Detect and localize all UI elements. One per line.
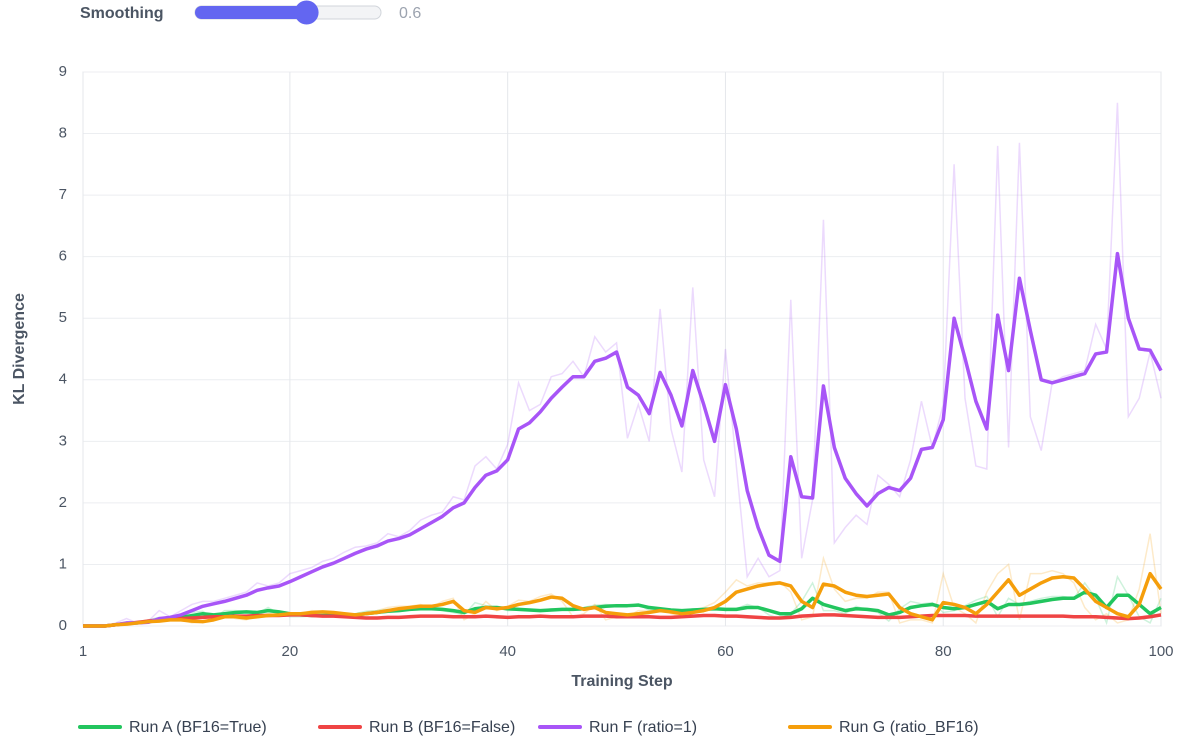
plot-area	[82, 71, 1162, 627]
series-line	[83, 590, 1162, 628]
y-tick-label: 6	[59, 248, 67, 265]
legend-label: Run B (BF16=False)	[369, 719, 515, 736]
x-tick-label: 80	[935, 643, 952, 660]
y-tick-label: 0	[59, 617, 67, 634]
legend-item[interactable]: Run G (ratio_BF16)	[788, 719, 979, 736]
y-tick-label: 2	[59, 494, 67, 511]
raw-line	[83, 102, 1162, 627]
legend-label: Run G (ratio_BF16)	[839, 719, 979, 736]
smoothing-value: 0.6	[399, 5, 421, 22]
slider-thumb[interactable]	[294, 0, 319, 25]
x-tick-label: 20	[282, 643, 299, 660]
y-tick-label: 7	[59, 186, 67, 203]
x-tick-label: 100	[1148, 643, 1173, 660]
x-tick-label: 1	[79, 643, 87, 660]
legend-item[interactable]: Run B (BF16=False)	[318, 719, 515, 736]
x-tick-label: 60	[717, 643, 734, 660]
y-tick-label: 1	[59, 555, 67, 572]
x-axis-label: Training Step	[571, 673, 673, 690]
series-line	[83, 571, 1163, 628]
y-tick-label: 9	[59, 63, 67, 80]
series-line	[83, 251, 1163, 628]
legend-label: Run A (BF16=True)	[129, 719, 267, 736]
legend-item[interactable]: Run F (ratio=1)	[538, 719, 697, 736]
x-tick-label: 40	[499, 643, 516, 660]
smoothing-label: Smoothing	[80, 5, 164, 22]
slider-fill	[195, 6, 307, 19]
legend-item[interactable]: Run A (BF16=True)	[78, 719, 267, 736]
y-tick-label: 3	[59, 432, 67, 449]
legend-label: Run F (ratio=1)	[589, 719, 697, 736]
y-axis-label: KL Divergence	[11, 293, 28, 405]
y-tick-label: 8	[59, 125, 67, 142]
y-tick-label: 5	[59, 309, 67, 326]
y-tick-label: 4	[59, 371, 67, 388]
